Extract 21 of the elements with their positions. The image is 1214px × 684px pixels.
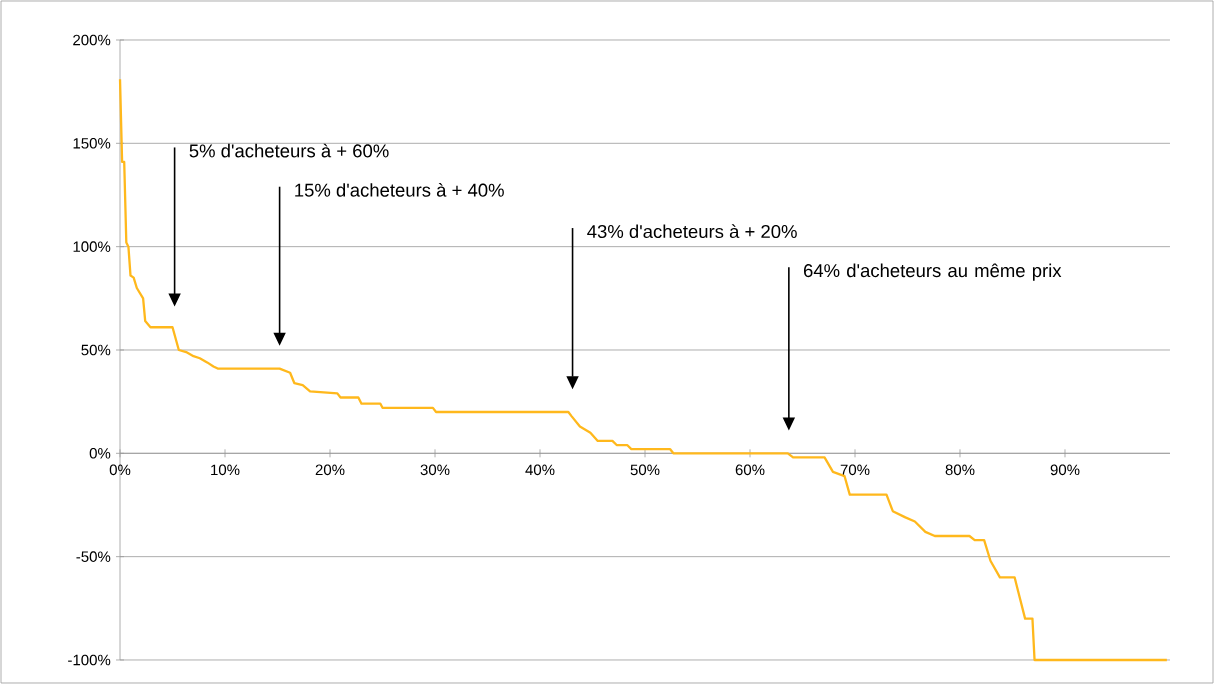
y-tick-label: 150% — [73, 138, 111, 149]
y-tick-label: 200% — [73, 34, 111, 46]
annotation: 5% d'acheteurs à + 60% — [189, 143, 389, 158]
x-tick-label: 70% — [840, 464, 870, 476]
x-tick-label: 20% — [315, 464, 345, 476]
annotation: 64% d'acheteurs au même prix — [803, 263, 1062, 281]
x-tick-label: 60% — [735, 464, 765, 476]
annotation: 15% d'acheteurs à + 40% — [295, 182, 504, 197]
x-tick-label: 40% — [525, 464, 555, 476]
x-tick-label: 0% — [109, 464, 131, 476]
y-tick-label: 50% — [81, 344, 111, 356]
x-tick-label: 30% — [420, 464, 450, 476]
y-tick-label: 0% — [89, 448, 111, 459]
x-tick-label: 10% — [211, 464, 240, 476]
y-tick-label: 100% — [73, 241, 111, 252]
annotation: 43% d'acheteurs à + 20% — [587, 224, 797, 239]
y-tick-label: -100% — [68, 654, 111, 666]
x-tick-label: 90% — [1050, 464, 1080, 476]
x-tick-label: 80% — [945, 464, 975, 476]
y-tick-label: -50% — [76, 551, 111, 562]
x-tick-label: 50% — [630, 464, 660, 476]
